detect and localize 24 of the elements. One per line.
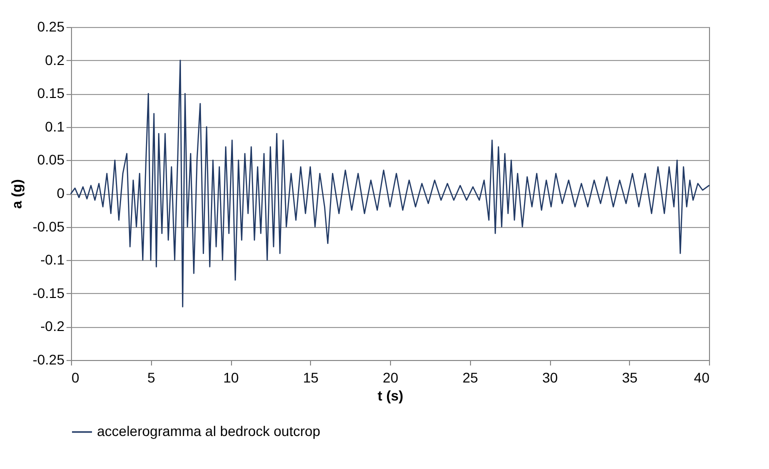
y-tick-label: 0: [56, 185, 65, 201]
x-tick-label: 0: [72, 370, 80, 386]
legend-label: accelerogramma al bedrock outcrop: [97, 423, 321, 439]
y-tick-label: -0.25: [32, 352, 65, 368]
y-tick-label: -0.2: [40, 318, 65, 334]
y-tick-label: -0.15: [32, 284, 65, 301]
line-series: [70, 60, 710, 308]
x-tick-label: 25: [462, 370, 478, 386]
x-tick-label: 5: [147, 370, 156, 386]
x-tick-label: 40: [694, 370, 710, 386]
x-tick-label: 30: [542, 370, 558, 386]
x-tick-label: 10: [223, 370, 239, 386]
x-tick-label: 20: [382, 370, 398, 386]
x-tick-label: 35: [622, 370, 638, 386]
y-tick-label: 0.25: [37, 18, 65, 34]
x-axis-title: t (s): [378, 388, 404, 404]
y-tick-label: 0.2: [45, 52, 65, 68]
y-tick-label: -0.1: [40, 252, 65, 268]
y-axis-title: a (g): [8, 179, 25, 209]
y-tick-label: 0.05: [37, 152, 65, 168]
y-tick-label: -0.05: [32, 218, 65, 234]
y-tick-label: 0.1: [45, 118, 65, 134]
x-tick-label: 15: [302, 370, 319, 386]
y-tick-label: 0.15: [37, 85, 65, 102]
